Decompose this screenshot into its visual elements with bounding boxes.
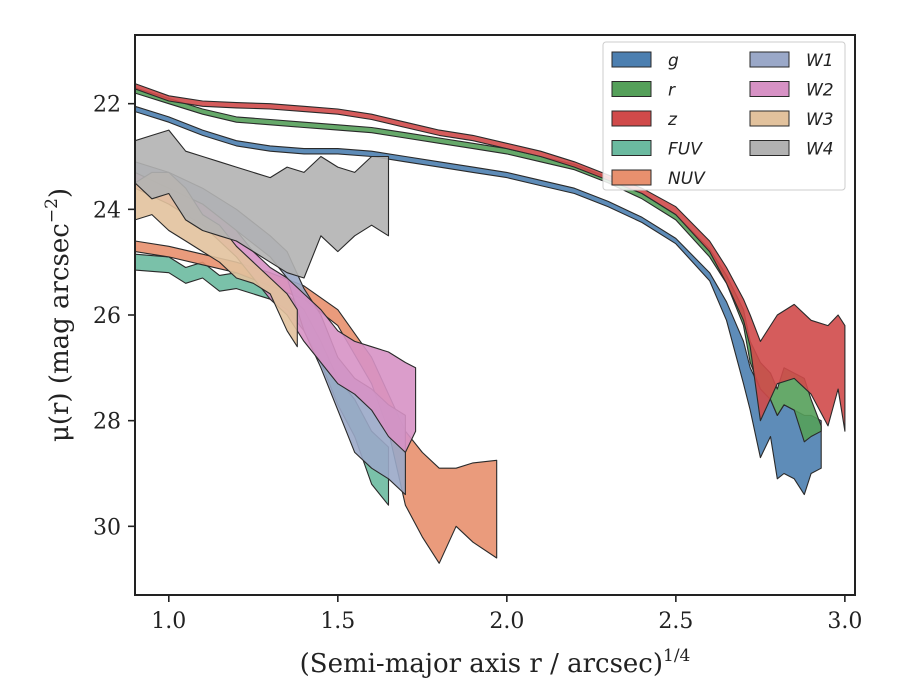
x-tick-label: 1.0 bbox=[151, 609, 186, 634]
legend-swatch-g bbox=[611, 51, 652, 68]
legend-swatch-nuv bbox=[611, 169, 652, 186]
legend-label-fuv: FUV bbox=[668, 140, 703, 160]
legend-swatch-fuv bbox=[611, 140, 652, 156]
band-z bbox=[135, 83, 846, 432]
y-tick-label: 26 bbox=[93, 304, 121, 329]
y-axis-ticks: 22 24 26 28 30 bbox=[93, 93, 135, 540]
legend-label-r: r bbox=[668, 81, 676, 101]
x-tick-label: 3.0 bbox=[827, 609, 862, 634]
y-tick-label: 24 bbox=[93, 198, 121, 223]
y-axis-label-exponent: −2 bbox=[42, 198, 62, 223]
legend-label-w1: W1 bbox=[806, 51, 834, 71]
legend-label-w2: W2 bbox=[806, 81, 834, 101]
y-axis-label: μ(r) (mag arcsec−2) bbox=[42, 188, 75, 442]
x-axis-label-exponent: 1/4 bbox=[663, 646, 690, 666]
x-tick-label: 2.0 bbox=[489, 609, 524, 634]
legend-swatch-r bbox=[611, 81, 652, 97]
legend-label-z: z bbox=[667, 110, 678, 130]
y-tick-label: 22 bbox=[93, 93, 121, 118]
x-tick-label: 1.5 bbox=[320, 609, 355, 634]
x-axis-label: (Semi-major axis r / arcsec)1/4 bbox=[300, 646, 691, 679]
series-layer bbox=[135, 83, 846, 564]
band-r bbox=[135, 87, 822, 443]
legend-swatch-w2 bbox=[749, 81, 790, 97]
x-axis-ticks: 1.0 1.5 2.0 2.5 3.0 bbox=[151, 595, 862, 634]
band-g bbox=[135, 105, 822, 496]
legend-swatch-w1 bbox=[749, 51, 790, 68]
legend-swatch-z bbox=[611, 110, 652, 127]
legend-swatch-w4 bbox=[749, 140, 790, 156]
x-tick-label: 2.5 bbox=[658, 609, 693, 634]
legend-label-g: g bbox=[668, 51, 679, 71]
x-axis-label-main: (Semi-major axis r / arcsec) bbox=[300, 649, 663, 679]
legend-swatch-w3 bbox=[749, 110, 790, 127]
legend: grz FUV NUV W1 W2 W3 W4 bbox=[602, 41, 846, 191]
band-nuv bbox=[135, 240, 498, 564]
y-tick-label: 30 bbox=[93, 515, 121, 540]
legend-label-nuv: NUV bbox=[668, 169, 706, 189]
legend-label-w3: W3 bbox=[806, 110, 834, 130]
y-tick-label: 28 bbox=[93, 410, 121, 435]
y-axis-label-main: μ(r) (mag arcsec bbox=[45, 223, 75, 442]
legend-label-w4: W4 bbox=[806, 140, 834, 160]
y-axis-label-close: ) bbox=[45, 188, 75, 198]
band-w4 bbox=[135, 129, 390, 279]
